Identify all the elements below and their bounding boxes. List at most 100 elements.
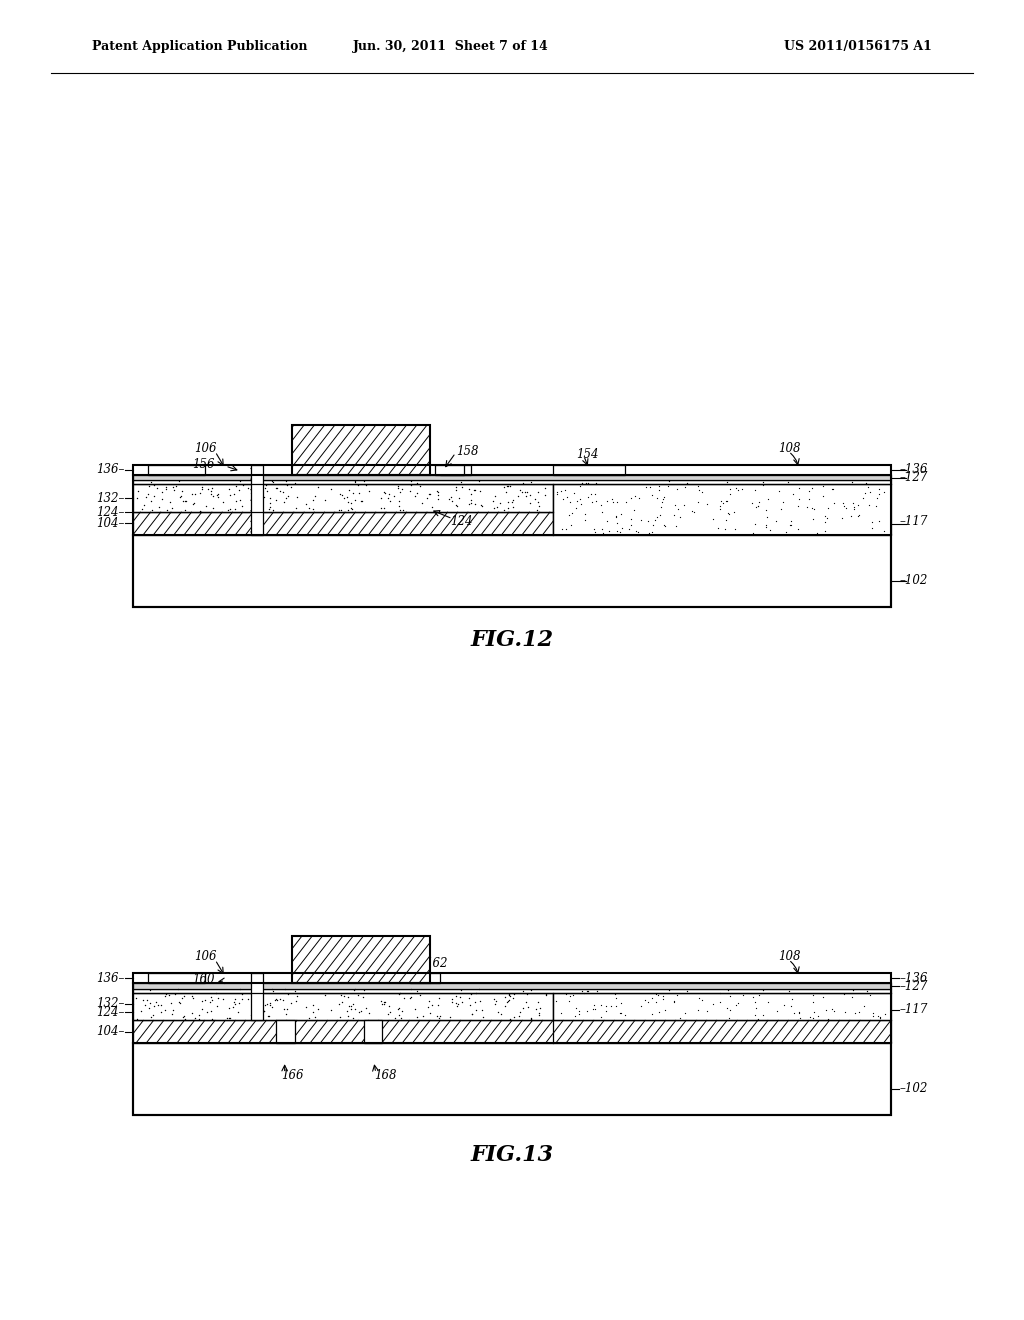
Point — [859, 477, 876, 498]
Point — [676, 494, 692, 515]
Point — [256, 1001, 272, 1022]
Point — [447, 479, 464, 500]
Point — [421, 483, 437, 504]
Point — [225, 483, 242, 504]
Text: 168: 168 — [374, 1069, 396, 1082]
Point — [773, 498, 790, 519]
Point — [177, 491, 194, 512]
Point — [863, 512, 880, 533]
Point — [864, 517, 881, 539]
Point — [734, 985, 751, 1006]
Point — [210, 483, 226, 504]
Point — [176, 986, 193, 1007]
Point — [254, 478, 270, 499]
Text: 106: 106 — [195, 950, 217, 964]
Point — [176, 1005, 193, 1026]
Point — [412, 475, 428, 496]
Point — [594, 502, 610, 523]
Point — [824, 479, 841, 500]
Point — [449, 985, 465, 1006]
Point — [523, 1008, 540, 1030]
Point — [240, 989, 256, 1010]
Text: 156: 156 — [193, 458, 215, 471]
Point — [154, 482, 170, 503]
Point — [390, 475, 407, 496]
Point — [185, 492, 202, 513]
Point — [227, 475, 244, 496]
Point — [421, 483, 437, 504]
Point — [721, 483, 737, 504]
Point — [780, 471, 797, 492]
Point — [244, 482, 260, 503]
Point — [203, 480, 219, 502]
Point — [504, 492, 520, 513]
Point — [316, 985, 333, 1006]
Point — [430, 482, 446, 503]
Point — [559, 487, 575, 508]
Point — [640, 511, 656, 532]
Point — [382, 1002, 398, 1023]
Point — [351, 1001, 368, 1022]
Point — [650, 480, 667, 502]
Text: –127: –127 — [899, 979, 928, 993]
Point — [332, 484, 348, 506]
Point — [799, 496, 815, 517]
Point — [565, 985, 582, 1006]
Point — [208, 982, 224, 1003]
Point — [345, 483, 361, 504]
Point — [340, 492, 356, 513]
Point — [402, 986, 419, 1007]
Point — [452, 986, 468, 1007]
Point — [380, 1003, 396, 1024]
Point — [424, 496, 440, 517]
Point — [760, 991, 776, 1012]
Point — [221, 1007, 238, 1028]
Bar — [553, 484, 891, 535]
Point — [287, 981, 303, 1002]
Point — [801, 480, 817, 502]
Point — [245, 999, 261, 1020]
Point — [343, 498, 359, 519]
Point — [390, 496, 407, 517]
Point — [611, 1002, 628, 1023]
Point — [358, 998, 375, 1019]
Bar — [133, 475, 891, 480]
Text: –117: –117 — [899, 515, 928, 528]
Point — [835, 507, 851, 528]
Point — [492, 492, 508, 513]
Point — [712, 495, 728, 516]
Point — [374, 487, 390, 508]
Point — [726, 502, 742, 523]
Point — [691, 987, 708, 1008]
Point — [262, 993, 279, 1014]
Point — [655, 989, 672, 1010]
Point — [571, 475, 588, 496]
Text: 104–: 104– — [96, 517, 125, 529]
Point — [409, 482, 425, 503]
Point — [623, 487, 639, 508]
Point — [153, 994, 169, 1015]
Point — [265, 471, 282, 492]
Point — [177, 1008, 194, 1030]
Point — [467, 494, 483, 515]
Point — [846, 499, 862, 520]
Point — [844, 471, 860, 492]
Point — [746, 1005, 763, 1026]
Point — [729, 993, 745, 1014]
Point — [728, 478, 744, 499]
Point — [186, 1007, 203, 1028]
Point — [154, 1001, 170, 1022]
Point — [857, 483, 873, 504]
Point — [557, 983, 573, 1005]
Point — [850, 506, 866, 527]
Point — [468, 999, 484, 1020]
Point — [310, 999, 327, 1020]
Point — [215, 989, 231, 1010]
Point — [341, 479, 357, 500]
Point — [568, 491, 585, 512]
Point — [401, 480, 418, 502]
Point — [222, 484, 239, 506]
Point — [755, 979, 771, 1001]
Point — [278, 1005, 294, 1026]
Bar — [133, 993, 553, 1020]
